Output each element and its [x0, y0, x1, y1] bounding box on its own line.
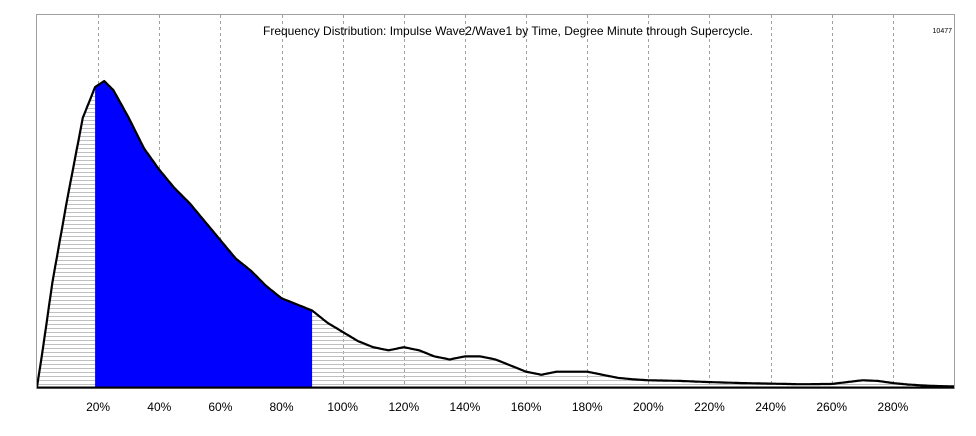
x-tick-label: 180% [572, 400, 603, 414]
x-axis-tick-labels: 20% 40% 60% 80% 100% 120% 140% 160% 180% 200% 220%… [86, 400, 908, 414]
x-tick-label: 240% [755, 400, 786, 414]
x-tick-label: 140% [450, 400, 481, 414]
sample-count-label: 10477 [933, 28, 953, 35]
x-tick-label: 20% [86, 400, 110, 414]
x-tick-label: 160% [511, 400, 542, 414]
x-tick-label: 220% [694, 400, 725, 414]
x-tick-label: 100% [327, 400, 358, 414]
x-tick-label: 60% [208, 400, 232, 414]
x-tick-label: 40% [147, 400, 171, 414]
distribution-area [37, 79, 954, 388]
chart-title: Frequency Distribution: Impulse Wave2/Wa… [263, 24, 753, 38]
x-tick-label: 200% [633, 400, 664, 414]
x-tick-label: 260% [816, 400, 847, 414]
x-tick-label: 80% [269, 400, 293, 414]
x-tick-label: 280% [878, 400, 909, 414]
distribution-curve [37, 79, 954, 388]
x-tick-label: 120% [388, 400, 419, 414]
